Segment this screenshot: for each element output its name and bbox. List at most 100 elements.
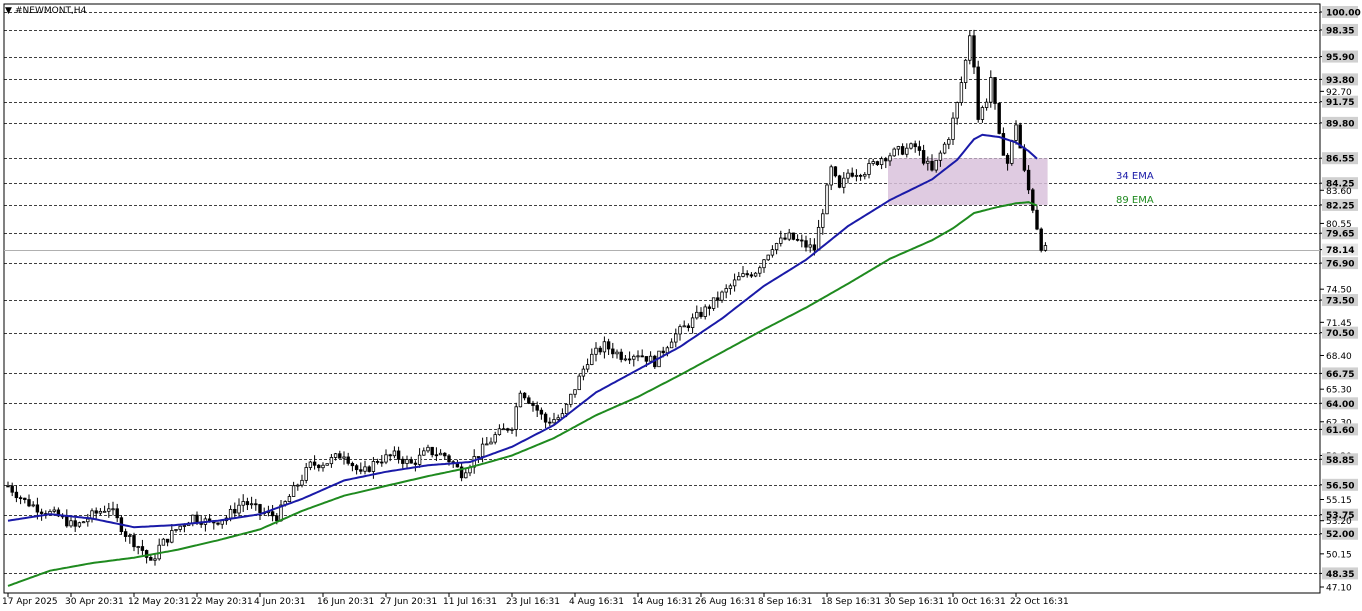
ema89-line — [7, 201, 1038, 587]
candle-body — [741, 273, 745, 277]
candle — [552, 412, 556, 424]
candle-body — [695, 311, 699, 319]
candle — [968, 30, 972, 65]
candle — [892, 147, 896, 157]
candle-body — [136, 546, 140, 548]
candle — [1005, 153, 1010, 171]
candle — [459, 463, 464, 482]
candle-body — [942, 143, 947, 154]
candle-body — [371, 461, 376, 472]
candle — [522, 392, 527, 401]
price-tick-label: 50.15 — [1326, 550, 1352, 560]
title-arrow-icon[interactable]: ▼ — [5, 6, 12, 16]
candle — [779, 230, 783, 247]
candle — [329, 453, 334, 468]
candle-body — [917, 146, 922, 151]
candle — [375, 458, 380, 465]
candle-body — [522, 392, 527, 399]
candle — [581, 365, 586, 381]
candle — [426, 444, 430, 453]
candle — [699, 307, 703, 319]
candle-body — [606, 341, 611, 350]
candle — [417, 448, 422, 468]
candle — [997, 102, 1001, 135]
candle-body — [35, 504, 40, 513]
candle — [888, 152, 892, 166]
candle-body — [926, 160, 930, 164]
price-label-box — [1322, 397, 1358, 410]
price-tick-label: 82.25 — [1326, 201, 1354, 211]
candle — [321, 462, 325, 472]
candle-body — [1026, 169, 1031, 191]
price-label-box — [1322, 478, 1358, 491]
candle — [270, 505, 275, 522]
candle — [934, 159, 938, 173]
candle — [1018, 122, 1022, 149]
candle-body — [501, 428, 506, 431]
candle-body — [905, 147, 909, 155]
candle-body — [438, 452, 443, 456]
candle — [703, 304, 707, 320]
candle-body — [392, 450, 397, 457]
candle-body — [968, 35, 972, 61]
candle-body — [359, 469, 363, 472]
price-tick-label: 55.15 — [1326, 496, 1352, 506]
candle-body — [300, 479, 304, 486]
candle-body — [774, 243, 779, 251]
candle-body — [329, 457, 334, 465]
price-tick-label: 86.55 — [1326, 155, 1354, 165]
candle — [73, 517, 77, 532]
candle-body — [132, 535, 136, 548]
candle — [917, 140, 922, 156]
candle-body — [98, 510, 103, 514]
candle-body — [31, 504, 35, 507]
candle-body — [858, 174, 863, 177]
candle-body — [564, 403, 569, 415]
candle-body — [338, 453, 342, 459]
time-tick-label: 4 Aug 16:31 — [569, 597, 624, 607]
candle — [678, 324, 682, 341]
candle — [422, 447, 426, 456]
candle — [938, 150, 943, 167]
candle-body — [665, 347, 670, 354]
candle — [682, 320, 686, 328]
price-tick-label: 62.30 — [1326, 418, 1352, 428]
candle — [800, 234, 804, 248]
candle — [518, 390, 523, 408]
candle — [434, 447, 439, 461]
candle-body — [510, 428, 514, 431]
candle — [493, 431, 497, 445]
candle-body — [514, 406, 518, 430]
price-tick-label: 73.50 — [1326, 297, 1354, 307]
candle — [993, 77, 997, 110]
candle — [300, 474, 304, 488]
candle-body — [6, 485, 10, 488]
candle-body — [1001, 133, 1006, 156]
candle-body — [636, 355, 640, 358]
candle-body — [1031, 189, 1035, 211]
candle-body — [363, 466, 367, 472]
candle-body — [153, 558, 157, 561]
candle-body — [384, 454, 388, 463]
price-tick-label: 98.35 — [1326, 26, 1354, 36]
candle — [338, 450, 342, 459]
candle-body — [237, 504, 241, 514]
candle — [842, 172, 846, 194]
candle — [909, 142, 913, 150]
candle — [858, 173, 863, 181]
ema34-line — [7, 133, 1038, 529]
candle — [396, 446, 401, 464]
candle-body — [480, 443, 485, 457]
candle-body — [422, 450, 426, 456]
price-label-box — [1322, 257, 1358, 270]
candle — [955, 101, 959, 125]
time-tick-label: 16 Jun 20:31 — [317, 597, 374, 607]
candle-body — [493, 434, 497, 443]
candle — [1010, 139, 1014, 166]
candle — [825, 182, 829, 215]
candle-body — [73, 520, 77, 527]
candle — [485, 436, 489, 446]
